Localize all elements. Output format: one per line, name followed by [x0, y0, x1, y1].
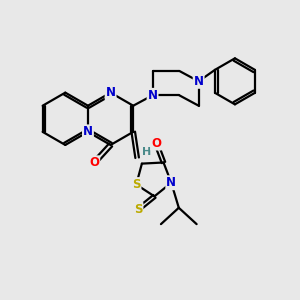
Text: H: H: [142, 147, 151, 158]
Text: N: N: [83, 125, 93, 138]
Text: S: S: [132, 178, 140, 191]
Text: N: N: [148, 89, 158, 102]
Text: N: N: [166, 176, 176, 189]
Text: O: O: [151, 136, 161, 150]
Text: O: O: [89, 156, 99, 169]
Text: N: N: [194, 75, 204, 88]
Text: N: N: [106, 86, 116, 99]
Text: S: S: [134, 203, 142, 216]
